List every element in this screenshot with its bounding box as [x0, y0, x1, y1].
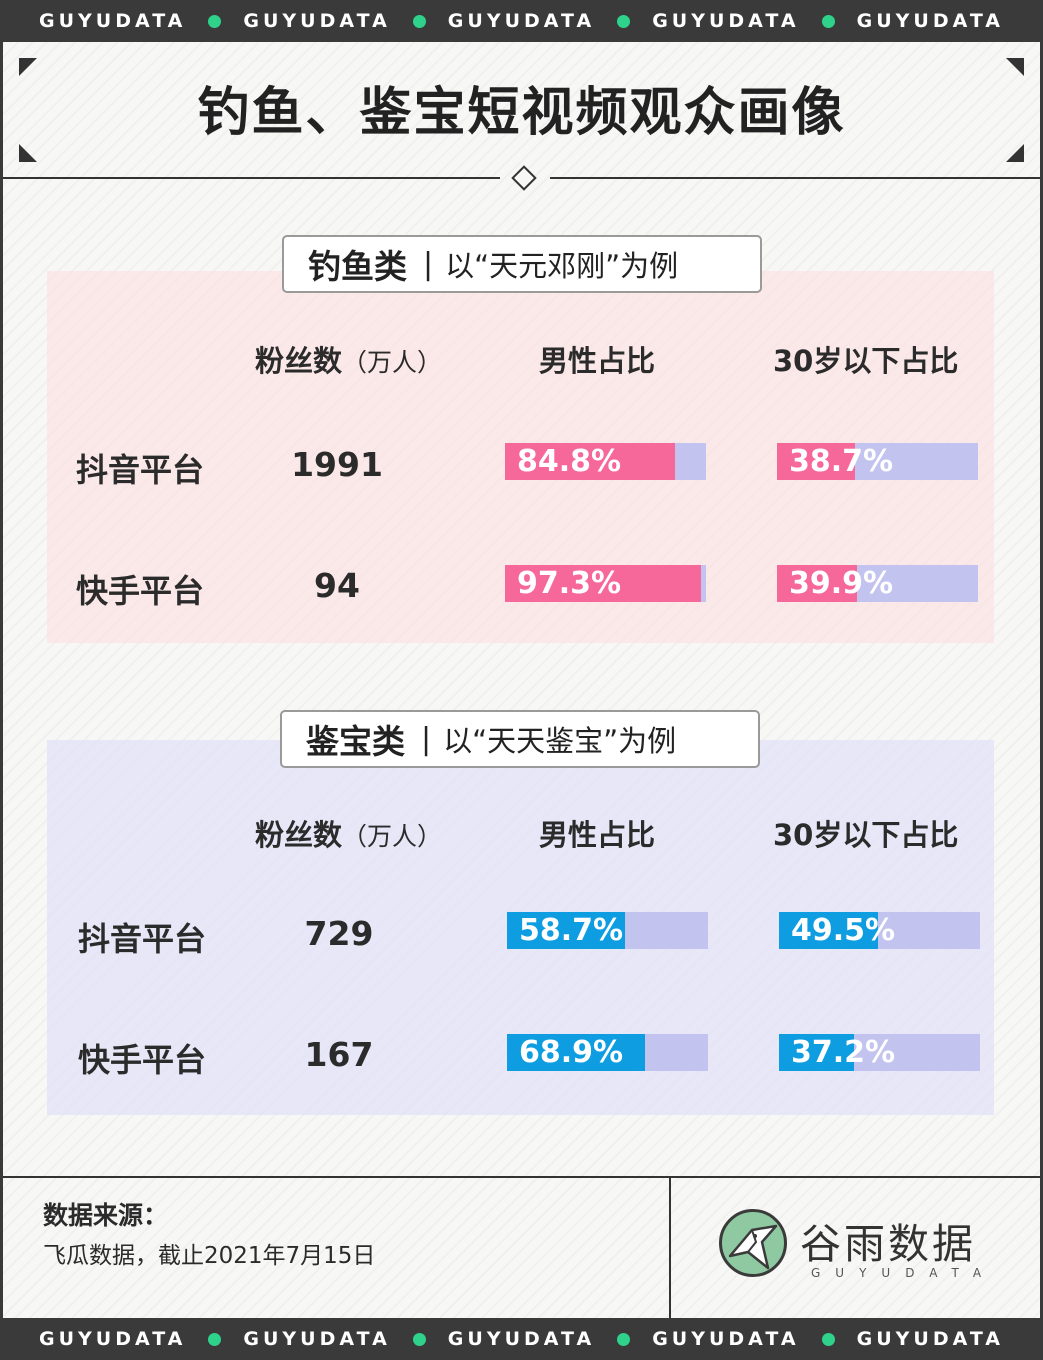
- section-separator: |: [423, 246, 434, 282]
- bar-value-label: 97.3%: [517, 566, 622, 601]
- source-text: 飞瓜数据，截止2021年7月15日: [43, 1243, 376, 1269]
- appraisal-section-label: 鉴宝类 | 以“天天鉴宝”为例: [280, 710, 760, 768]
- bar-fill: [505, 443, 676, 480]
- bar-fill: [779, 912, 879, 949]
- strip-item: GUYUDATA: [38, 1328, 187, 1350]
- bar-value-label: 58.7%: [519, 913, 624, 948]
- logo-text: 谷雨数据: [800, 1220, 976, 1268]
- main-panel: 钓鱼、鉴宝短视频观众画像 钓鱼类 | 以“天元邓刚”为例 粉丝数（万人） 男性占…: [3, 42, 1040, 1318]
- bar-fill: [505, 565, 701, 602]
- under30-ratio-bar: 39.9%: [777, 565, 978, 602]
- corner-triangle-icon: [1006, 58, 1024, 76]
- strip-dot-icon: [208, 14, 222, 28]
- row-label-kuaishou: 快手平台: [76, 572, 205, 610]
- logo-subtext: GUYUDATA: [811, 1266, 997, 1280]
- title-divider: [550, 177, 1040, 179]
- strip-item: GUYUDATA: [856, 1328, 1005, 1350]
- logo-bird-graphic: [728, 1224, 778, 1270]
- strip-item: GUYUDATA: [243, 10, 391, 32]
- under30-ratio-bar: 37.2%: [779, 1034, 980, 1071]
- bar-fill: [507, 1034, 646, 1071]
- fans-value: 1991: [291, 445, 383, 484]
- section-category: 鉴宝类: [306, 722, 405, 761]
- bar-fill: [779, 1034, 854, 1071]
- male-ratio-bar: 97.3%: [505, 565, 706, 602]
- male-ratio-bar: 68.9%: [507, 1034, 708, 1071]
- strip-item: GUYUDATA: [447, 1328, 596, 1350]
- bottom-watermark-strip: GUYUDATA GUYUDATA GUYUDATA GUYUDATA GUYU…: [0, 1318, 1043, 1360]
- strip-item: GUYUDATA: [652, 1328, 800, 1350]
- strip-dot-icon: [821, 14, 835, 28]
- strip-item: GUYUDATA: [652, 10, 800, 32]
- strip-item: GUYUDATA: [447, 10, 596, 32]
- header-fans: 粉丝数（万人）: [255, 344, 443, 378]
- row-label-kuaishou: 快手平台: [78, 1041, 207, 1079]
- male-ratio-bar: 84.8%: [505, 443, 706, 480]
- under30-ratio-bar: 49.5%: [779, 912, 980, 949]
- bar-value-label: 37.2%: [791, 1035, 896, 1070]
- title-divider: [3, 177, 500, 179]
- strip-dot-icon: [821, 1332, 835, 1346]
- bar-value-label: 39.9%: [789, 566, 894, 601]
- bar-value-label: 49.5%: [791, 913, 896, 948]
- row-label-douyin: 抖音平台: [78, 920, 207, 958]
- header-under30: 30岁以下占比: [773, 344, 959, 378]
- section-example: 以“天元邓刚”为例: [445, 249, 679, 283]
- strip-dot-icon: [412, 1332, 426, 1346]
- male-ratio-bar: 58.7%: [507, 912, 708, 949]
- strip-dot-icon: [617, 14, 631, 28]
- strip-item: GUYUDATA: [243, 1328, 391, 1350]
- diamond-icon: [511, 165, 537, 191]
- fans-value: 167: [304, 1035, 374, 1074]
- source-title: 数据来源：: [43, 1201, 169, 1230]
- strip-item: GUYUDATA: [856, 10, 1005, 32]
- row-label-douyin: 抖音平台: [76, 451, 205, 489]
- corner-triangle-icon: [19, 144, 37, 162]
- strip-dot-icon: [208, 1332, 222, 1346]
- under30-ratio-bar: 38.7%: [777, 443, 978, 480]
- strip-dot-icon: [412, 14, 426, 28]
- bar-value-label: 38.7%: [789, 444, 894, 479]
- page-title: 钓鱼、鉴宝短视频观众画像: [197, 83, 846, 143]
- section-example: 以“天天鉴宝”为例: [443, 724, 677, 758]
- bar-fill: [777, 565, 858, 602]
- footer-divider: [3, 1176, 1040, 1178]
- footer-divider: [669, 1176, 671, 1318]
- bar-value-label: 68.9%: [519, 1035, 624, 1070]
- section-separator: |: [421, 721, 432, 757]
- bar-fill: [507, 912, 625, 949]
- header-under30: 30岁以下占比: [773, 818, 959, 852]
- corner-triangle-icon: [1006, 144, 1024, 162]
- top-watermark-strip: GUYUDATA GUYUDATA GUYUDATA GUYUDATA GUYU…: [0, 0, 1043, 42]
- section-category: 钓鱼类: [308, 247, 407, 286]
- bar-value-label: 84.8%: [517, 444, 622, 479]
- header-male: 男性占比: [539, 818, 656, 852]
- bar-fill: [777, 443, 855, 480]
- header-fans: 粉丝数（万人）: [255, 818, 443, 852]
- corner-triangle-icon: [19, 58, 37, 76]
- logo-bird-icon: [719, 1209, 787, 1277]
- fans-value: 729: [304, 914, 374, 953]
- fans-value: 94: [314, 566, 360, 605]
- header-male: 男性占比: [539, 344, 656, 378]
- strip-item: GUYUDATA: [38, 10, 187, 32]
- fishing-section-label: 钓鱼类 | 以“天元邓刚”为例: [282, 235, 762, 293]
- strip-dot-icon: [617, 1332, 631, 1346]
